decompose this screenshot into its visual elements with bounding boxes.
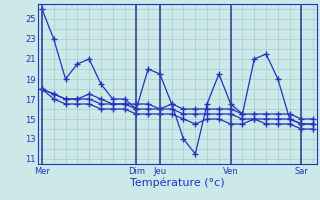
X-axis label: Température (°c): Température (°c) (130, 177, 225, 188)
